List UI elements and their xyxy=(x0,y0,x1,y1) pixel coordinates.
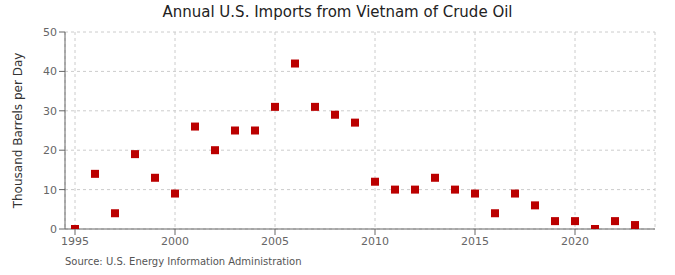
svg-text:2020: 2020 xyxy=(561,235,589,248)
svg-text:Thousand Barrels per Day: Thousand Barrels per Day xyxy=(11,53,25,210)
svg-text:0: 0 xyxy=(50,223,57,236)
svg-text:30: 30 xyxy=(43,105,57,118)
svg-text:40: 40 xyxy=(43,65,57,78)
svg-text:50: 50 xyxy=(43,26,57,39)
html-text:Source: U.S. Energy Informatio: Source: U.S. Energy Information Administ… xyxy=(65,256,302,267)
svg-text:20: 20 xyxy=(43,144,57,157)
svg-text:2015: 2015 xyxy=(461,235,489,248)
svg-text:2005: 2005 xyxy=(261,235,289,248)
svg-text:2000: 2000 xyxy=(161,235,189,248)
html-text:Annual U.S. Imports from Vietn: Annual U.S. Imports from Vietnam of Crud… xyxy=(162,3,513,21)
svg-text:1995: 1995 xyxy=(61,235,89,248)
svg-text:10: 10 xyxy=(43,184,57,197)
svg-text:2010: 2010 xyxy=(361,235,389,248)
